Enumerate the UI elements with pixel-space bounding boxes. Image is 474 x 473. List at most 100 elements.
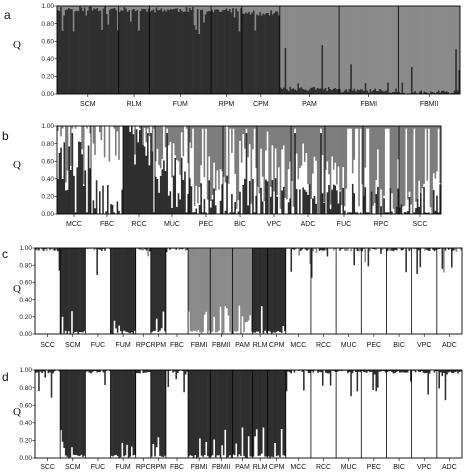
- group-pam: PAM: [231, 248, 253, 349]
- bar-segment: [143, 126, 146, 129]
- bar-segment: [90, 370, 92, 374]
- bar-segment: [452, 373, 455, 458]
- group-muc: MUC: [335, 248, 362, 349]
- bar-segment: [172, 175, 175, 214]
- bar-segment: [275, 370, 278, 457]
- bar-segment: [303, 370, 305, 391]
- group-label: FUM: [116, 464, 131, 471]
- bar-segment: [380, 371, 383, 458]
- bar-segment: [363, 126, 365, 196]
- bar-segment: [177, 6, 180, 12]
- bar-segment: [337, 370, 340, 372]
- bar-segment: [211, 6, 214, 10]
- bar-segment: [71, 6, 74, 10]
- bar-segment: [347, 373, 349, 458]
- bar-segment: [191, 456, 194, 458]
- bar-segment: [406, 6, 409, 94]
- bar-segment: [291, 126, 293, 182]
- bar-segment: [262, 370, 265, 428]
- bar-segment: [82, 370, 85, 458]
- bar-segment: [145, 372, 148, 458]
- group-fbc: FBC: [90, 126, 124, 228]
- bar-segment: [290, 271, 293, 334]
- bar-segment: [123, 330, 125, 334]
- bar-segment: [224, 306, 227, 334]
- bar-segment: [83, 455, 86, 458]
- bar-segment: [249, 14, 252, 95]
- bar-segment: [57, 251, 59, 334]
- bar-segment: [229, 126, 232, 129]
- bar-segment: [200, 183, 203, 214]
- bar-segment: [149, 11, 152, 94]
- panel-letter: b: [2, 129, 9, 143]
- group-fum: FUM: [110, 370, 136, 471]
- bar-segment: [200, 126, 203, 166]
- bar-segment: [364, 126, 367, 168]
- bar-segment: [340, 370, 343, 372]
- bar-segment: [263, 201, 266, 214]
- bar-segment: [99, 371, 102, 458]
- bar-segment: [287, 370, 290, 372]
- bar-segment: [372, 370, 375, 391]
- bar-segment: [214, 6, 217, 10]
- bar-segment: [134, 10, 137, 95]
- bar-segment: [395, 206, 398, 214]
- bar-segment: [39, 248, 42, 334]
- bar-segment: [161, 169, 164, 214]
- bar-segment: [332, 250, 335, 334]
- bar-segment: [351, 373, 354, 458]
- bar-segment: [315, 160, 318, 204]
- bar-segment: [377, 149, 379, 187]
- bar-segment: [438, 370, 441, 389]
- y-tick-label: 1.00: [19, 367, 32, 374]
- bar-segment: [259, 455, 262, 458]
- bar-segment: [91, 10, 94, 95]
- bar-segment: [279, 6, 282, 88]
- bar-segment: [169, 249, 171, 334]
- bar-segment: [389, 370, 392, 458]
- bar-segment: [182, 126, 185, 157]
- bar-segment: [157, 6, 160, 11]
- bar-segment: [261, 201, 264, 214]
- bar-segment: [112, 456, 114, 458]
- bar-segment: [391, 211, 394, 214]
- bar-segment: [281, 126, 284, 150]
- bar-segment: [275, 6, 277, 12]
- bar-segment: [52, 373, 55, 458]
- bar-segment: [69, 169, 72, 214]
- bar-segment: [424, 373, 427, 458]
- bar-segment: [418, 6, 421, 92]
- group-rpc: RPC: [135, 370, 152, 471]
- bar-segment: [201, 212, 204, 214]
- bar-segment: [79, 456, 81, 458]
- bar-segment: [257, 331, 260, 334]
- bar-segment: [408, 196, 411, 214]
- bar-segment: [271, 14, 274, 95]
- bar-segment: [366, 128, 368, 213]
- group-fum: FUM: [110, 248, 136, 349]
- bar-segment: [86, 128, 89, 213]
- bar-segment: [340, 371, 343, 458]
- bar-segment: [430, 248, 433, 334]
- bar-segment: [77, 11, 80, 94]
- bar-segment: [301, 371, 304, 458]
- bar-segment: [98, 11, 100, 95]
- bar-segment: [71, 447, 74, 458]
- group-rpc: RPC: [135, 248, 152, 349]
- bar-segment: [165, 11, 168, 94]
- bar-segment: [159, 126, 162, 169]
- bar-segment: [85, 370, 88, 372]
- bar-segment: [303, 248, 305, 334]
- bar-segment: [163, 126, 166, 161]
- bar-segment: [350, 64, 353, 94]
- bar-segment: [69, 248, 72, 334]
- bar-segment: [342, 187, 345, 214]
- bar-segment: [268, 126, 271, 214]
- bar-segment: [408, 191, 411, 197]
- bar-segment: [277, 248, 280, 332]
- bar-segment: [127, 332, 130, 334]
- bar-segment: [93, 370, 96, 372]
- bar-segment: [222, 455, 225, 458]
- bar-segment: [420, 126, 422, 193]
